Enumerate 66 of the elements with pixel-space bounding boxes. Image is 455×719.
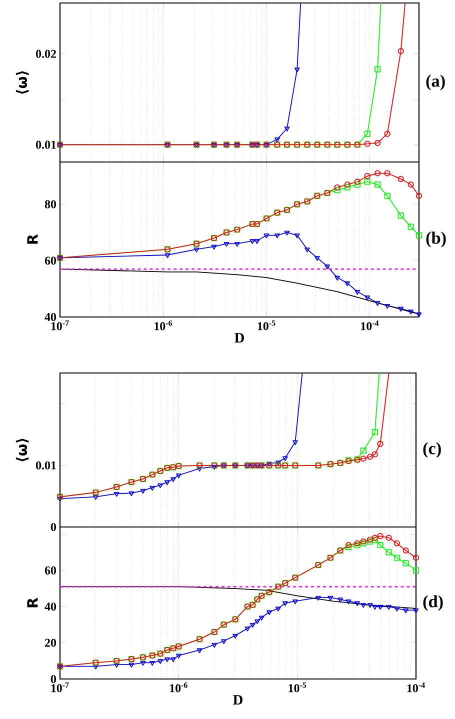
point [374, 140, 381, 146]
text: (c) [423, 442, 441, 458]
x-tick-label: 10$^{-6}$ [170, 682, 188, 692]
y-axis-title: R [27, 598, 38, 608]
y-tick-label: 0.01 [36, 140, 56, 149]
y-tick-label: 0 [50, 522, 56, 532]
point [354, 181, 360, 188]
text: (d) [423, 595, 443, 611]
point [374, 170, 381, 176]
x-axis-title: D [234, 333, 244, 343]
point [364, 130, 370, 137]
x-tick-label: 10$^{-7}$ [51, 320, 69, 330]
point [384, 304, 390, 309]
y-tick-label: 0 [50, 674, 56, 684]
y-tick-label: 60 [44, 256, 56, 265]
y-axis-title: ⟨ω⟩ [16, 71, 29, 94]
x-tick-label: 10$^{-5}$ [258, 320, 276, 330]
point [284, 126, 290, 132]
point [364, 178, 370, 185]
point [344, 184, 350, 190]
point [334, 184, 340, 190]
point [344, 181, 350, 188]
point [364, 296, 370, 300]
point [234, 242, 240, 247]
x-tick-label: 10$^{-6}$ [154, 320, 172, 330]
y-axis-title: ⟨ω⟩ [16, 438, 29, 462]
text: (a) [426, 74, 445, 90]
point [374, 66, 381, 72]
x-tick-label: 10$^{-4}$ [361, 320, 379, 330]
point [284, 230, 290, 236]
point [384, 130, 390, 137]
point [294, 68, 300, 72]
y-tick-label: 60 [44, 566, 56, 574]
point [344, 281, 350, 286]
y-tick-label: 0.01 [36, 461, 56, 470]
point [374, 301, 380, 306]
x-tick-label: 10$^{-5}$ [288, 682, 306, 692]
point [384, 170, 390, 176]
y-tick-label: 80 [44, 200, 56, 208]
point [294, 234, 300, 238]
x-tick-label: 10$^{-4}$ [407, 682, 425, 692]
point [324, 264, 330, 270]
y-tick-label: 0.02 [36, 50, 56, 58]
point [274, 138, 280, 142]
point [364, 140, 370, 147]
point [264, 234, 270, 238]
point [364, 173, 370, 180]
point [354, 290, 360, 295]
y-axis-title: R [27, 234, 38, 244]
point [416, 232, 422, 238]
point [334, 276, 340, 281]
y-tick-label: 40 [44, 602, 56, 611]
point [224, 242, 230, 247]
point [314, 256, 320, 261]
point [374, 181, 381, 188]
y-tick-label: 20 [45, 638, 56, 647]
point [384, 192, 390, 199]
point [354, 178, 360, 185]
text: (b) [426, 232, 446, 248]
point [334, 187, 340, 194]
point [274, 234, 280, 238]
x-axis-title: D [233, 695, 242, 705]
y-tick-label: 40 [44, 312, 56, 322]
x-tick-label: 10$^{-7}$ [51, 682, 69, 692]
point [304, 248, 310, 252]
point [254, 239, 260, 244]
